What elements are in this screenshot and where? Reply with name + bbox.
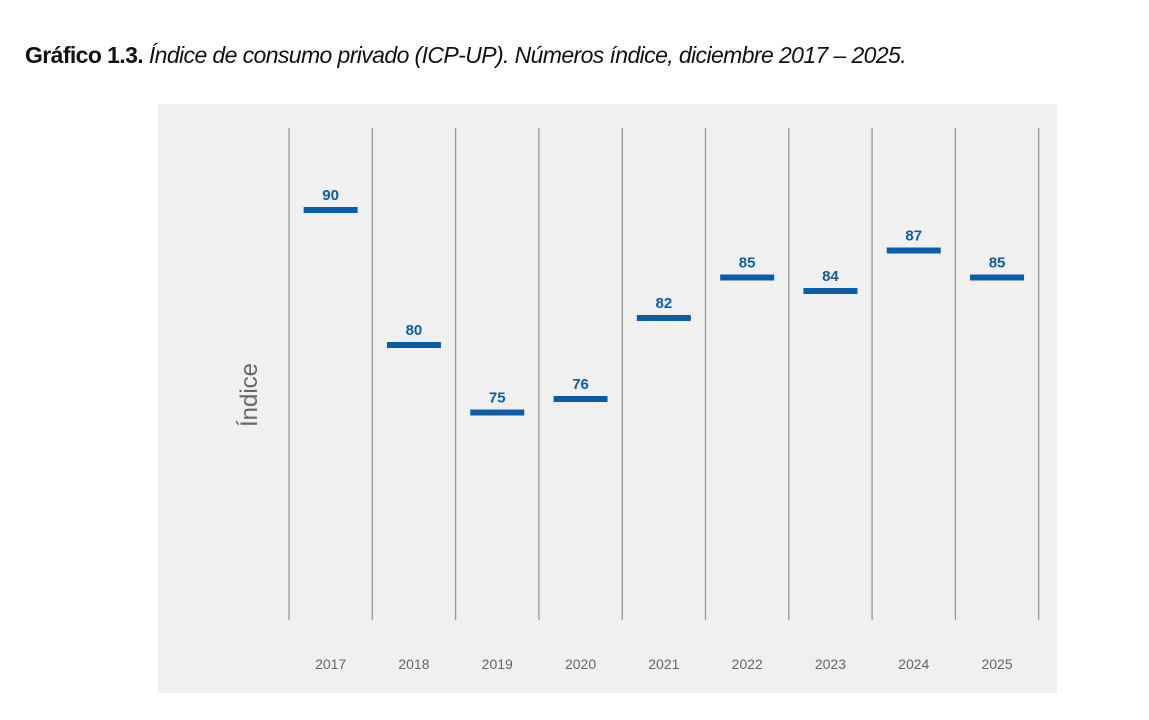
y-axis-label: Índice: [236, 363, 263, 427]
data-label-2020: 76: [572, 376, 589, 393]
marker-2023: [803, 288, 858, 294]
x-tick-label-2018: 2018: [398, 656, 429, 672]
marker-2022: [720, 274, 775, 281]
marker-2025: [970, 274, 1025, 281]
chart-title: Gráfico 1.3. Índice de consumo privado (…: [25, 42, 907, 69]
data-label-2025: 85: [989, 255, 1006, 272]
x-tick-label-2023: 2023: [815, 656, 846, 672]
marker-2019: [470, 409, 525, 416]
x-tick-label-2025: 2025: [981, 656, 1012, 672]
data-label-2018: 80: [406, 322, 423, 339]
marker-2017: [303, 207, 358, 213]
chart-caption: Índice de consumo privado (ICP-UP). Núme…: [143, 42, 907, 68]
x-tick-label-2021: 2021: [648, 656, 679, 672]
x-tick-label-2017: 2017: [315, 656, 346, 672]
marker-2020: [553, 396, 608, 402]
data-label-2019: 75: [489, 390, 506, 407]
data-label-2017: 90: [322, 187, 339, 204]
marker-2021: [636, 315, 691, 321]
data-label-2023: 84: [822, 268, 839, 285]
x-tick-label-2022: 2022: [732, 656, 763, 672]
marker-2018: [386, 342, 441, 348]
chart-number: Gráfico 1.3.: [25, 42, 144, 68]
data-label-2024: 87: [905, 228, 922, 245]
marker-2024: [886, 247, 941, 254]
data-label-2021: 82: [656, 295, 673, 312]
x-tick-label-2019: 2019: [482, 656, 513, 672]
x-tick-label-2020: 2020: [565, 656, 596, 672]
data-label-2022: 85: [739, 255, 756, 272]
x-tick-label-2024: 2024: [898, 656, 929, 672]
